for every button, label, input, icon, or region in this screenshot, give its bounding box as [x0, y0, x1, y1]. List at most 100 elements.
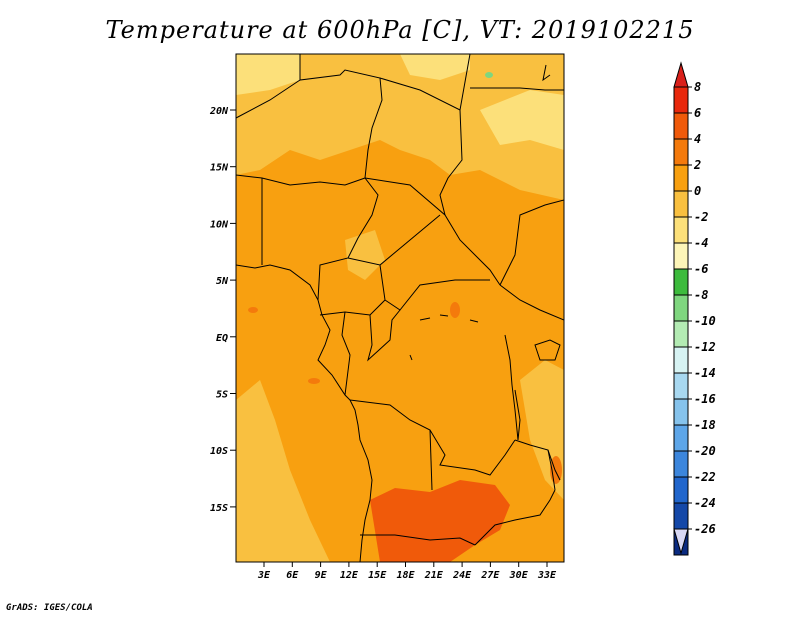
field-central-cool — [345, 230, 385, 280]
colorbar-label: -16 — [694, 392, 716, 406]
lon-tick-label: 12E — [340, 570, 359, 581]
border-drc-east — [504, 334, 519, 441]
colorbar-swatch — [673, 398, 689, 426]
longitude-axis: 3E 6E 9E 12E 15E 18E 21E 24E 27E 30E 33E — [257, 562, 557, 581]
border-congo-drc — [367, 309, 401, 362]
colorbar-swatch — [673, 320, 689, 348]
border-sudan-ssudan — [499, 199, 564, 286]
lon-tick-label: 15E — [368, 570, 387, 581]
lon-tick-label: 18E — [396, 570, 415, 581]
field-n-cold — [400, 54, 470, 80]
border-zambia-zimbabwe — [474, 489, 556, 546]
map-frame — [235, 53, 565, 563]
colorbar-swatch — [673, 476, 689, 504]
colorbar-swatch — [673, 86, 689, 114]
lat-tick-label: EQ — [216, 333, 228, 344]
border-niger-nigeria — [236, 174, 366, 186]
colorbar-swatch — [673, 502, 689, 530]
colorbar-swatch — [673, 346, 689, 374]
lake-tanganyika — [514, 389, 521, 441]
colorbar-label: -12 — [694, 340, 716, 354]
colorbar-swatch — [673, 294, 689, 322]
colorbar-label: -8 — [694, 288, 708, 302]
lat-tick-label: 5S — [216, 390, 228, 401]
colorbar-label: 4 — [694, 132, 701, 146]
lon-tick-label: 30E — [509, 570, 529, 581]
border-egypt-sudan — [470, 87, 564, 91]
colorbar-swatch — [673, 190, 689, 218]
colorbar-label: -14 — [694, 366, 716, 380]
colorbar-label: -4 — [694, 236, 708, 250]
lon-tick-label: 9E — [315, 570, 328, 581]
border-mali — [236, 79, 301, 119]
border-libya — [379, 54, 471, 111]
field-warm-spot-3 — [308, 378, 320, 384]
colorbar-swatch — [673, 112, 689, 140]
colorbar-label: 2 — [693, 158, 701, 172]
lon-tick-label: 21E — [424, 570, 444, 581]
colorbar-label: -2 — [694, 210, 708, 224]
colorbar: 8 6 4 2 0 -2 -4 -6 -8 -10 -12 -14 -16 -18 -20 -22 -24 -26 — [673, 61, 716, 556]
grads-credit: GrADS: IGES/COLA — [6, 603, 93, 613]
field-ne-cold — [480, 90, 564, 150]
coastline-west — [236, 264, 373, 562]
colorbar-top-cap — [673, 61, 689, 88]
colorbar-label: 8 — [694, 80, 701, 94]
rivers — [409, 314, 479, 361]
colorbar-swatch — [673, 216, 689, 244]
border-gabon-congo — [341, 311, 351, 396]
colorbar-label: -22 — [694, 470, 716, 484]
colorbar-swatch — [673, 164, 689, 192]
lat-tick-label: 15N — [210, 163, 229, 174]
colorbar-bottom-cap — [673, 528, 689, 555]
lon-tick-label: 33E — [537, 570, 557, 581]
colorbar-label: -20 — [694, 444, 716, 458]
lat-tick-label: 10S — [210, 446, 228, 457]
field-north-cool — [236, 54, 564, 200]
border-cameroon-chad — [347, 214, 441, 266]
temperature-field — [236, 54, 564, 562]
border-car-congo — [379, 264, 490, 311]
colorbar-swatch — [673, 138, 689, 166]
field-southwest-cool — [236, 380, 330, 562]
colorbar-label: -18 — [694, 418, 716, 432]
lat-tick-label: 15S — [210, 503, 228, 514]
field-warm-spot-1 — [450, 302, 460, 318]
colorbar-swatch — [673, 242, 689, 270]
field-nw-cold — [236, 54, 300, 95]
lon-tick-label: 3E — [257, 570, 271, 581]
colorbar-swatch — [673, 424, 689, 452]
colorbar-label: -24 — [694, 496, 716, 510]
border-nigeria-cameroon — [317, 177, 379, 301]
lon-tick-label: 27E — [480, 570, 500, 581]
lake-malawi — [547, 449, 556, 491]
field-warm-spot-2 — [248, 307, 258, 313]
field-south-warm — [370, 480, 510, 562]
political-boundaries — [236, 54, 564, 562]
red-sea-coast — [542, 64, 551, 82]
lake-victoria — [534, 339, 561, 361]
colorbar-label: -10 — [694, 314, 716, 328]
colorbar-swatch — [673, 268, 689, 296]
colorbar-label: -6 — [694, 262, 708, 276]
lat-tick-label: 10N — [210, 219, 229, 230]
lat-tick-label: 20N — [209, 106, 229, 117]
latitude-axis: 20N 15N 10N 5N EQ 5S 10S 15S — [209, 106, 236, 514]
colorbar-label: -26 — [694, 522, 716, 536]
border-eq-guinea-gabon — [319, 299, 386, 316]
map-title: Temperature at 600hPa [C], VT: 201910221… — [105, 16, 695, 44]
colorbar-swatch — [673, 372, 689, 400]
lon-tick-label: 6E — [286, 570, 299, 581]
border-chad-car — [364, 177, 501, 286]
field-cold-spot — [485, 72, 493, 78]
border-angola-drc — [349, 399, 516, 476]
colorbar-label: 0 — [694, 184, 701, 198]
border-ssudan-uganda — [499, 284, 564, 321]
border-angola-zambia — [429, 429, 433, 491]
colorbar-swatch — [673, 450, 689, 478]
lat-tick-label: 5N — [216, 276, 229, 287]
colorbar-label: 6 — [694, 106, 701, 120]
border-chad-sudan — [439, 109, 463, 216]
lon-tick-label: 24E — [452, 570, 472, 581]
